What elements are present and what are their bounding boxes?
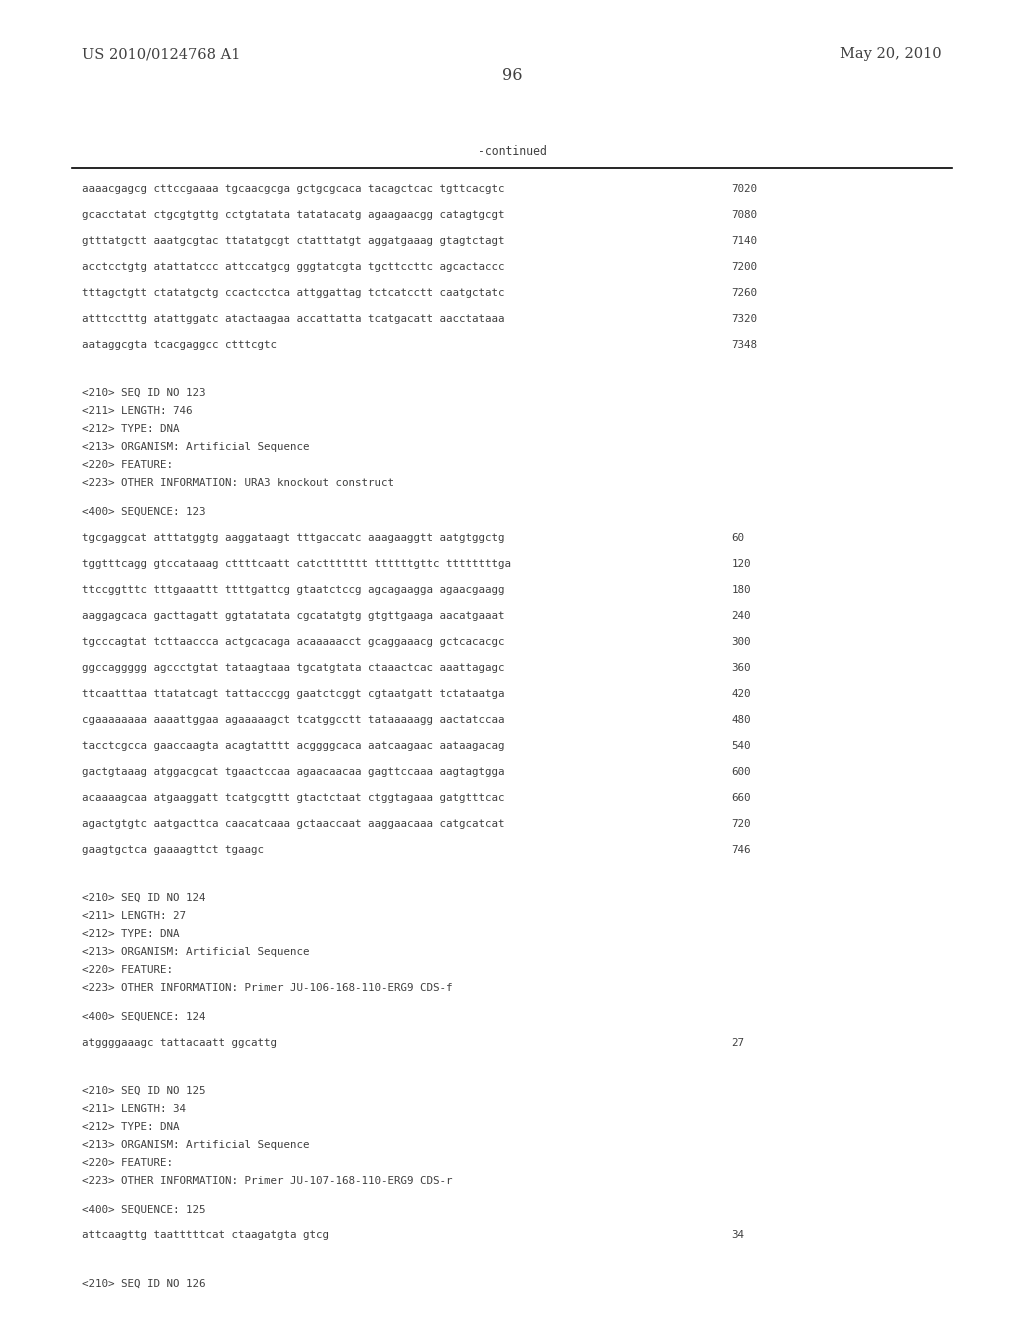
Text: 720: 720	[731, 818, 751, 829]
Text: aaggagcaca gacttagatt ggtatatata cgcatatgtg gtgttgaaga aacatgaaat: aaggagcaca gacttagatt ggtatatata cgcatat…	[82, 611, 505, 620]
Text: tggtttcagg gtccataaag cttttcaatt catcttttttt ttttttgttc ttttttttga: tggtttcagg gtccataaag cttttcaatt catcttt…	[82, 558, 511, 569]
Text: 600: 600	[731, 767, 751, 776]
Text: tttagctgtt ctatatgctg ccactcctca attggattag tctcatcctt caatgctatc: tttagctgtt ctatatgctg ccactcctca attggat…	[82, 288, 505, 298]
Text: 7140: 7140	[731, 236, 758, 246]
Text: cgaaaaaaaa aaaattggaa agaaaaagct tcatggcctt tataaaaagg aactatccaa: cgaaaaaaaa aaaattggaa agaaaaagct tcatggc…	[82, 715, 505, 725]
Text: 7320: 7320	[731, 314, 758, 323]
Text: <212> TYPE: DNA: <212> TYPE: DNA	[82, 1122, 179, 1131]
Text: ttccggtttc tttgaaattt ttttgattcg gtaatctccg agcagaagga agaacgaagg: ttccggtttc tttgaaattt ttttgattcg gtaatct…	[82, 585, 505, 595]
Text: <210> SEQ ID NO 124: <210> SEQ ID NO 124	[82, 892, 206, 903]
Text: 360: 360	[731, 663, 751, 673]
Text: US 2010/0124768 A1: US 2010/0124768 A1	[82, 48, 241, 61]
Text: <211> LENGTH: 34: <211> LENGTH: 34	[82, 1104, 186, 1114]
Text: 746: 746	[731, 845, 751, 855]
Text: attcaagttg taatttttcat ctaagatgta gtcg: attcaagttg taatttttcat ctaagatgta gtcg	[82, 1230, 329, 1241]
Text: gtttatgctt aaatgcgtac ttatatgcgt ctatttatgt aggatgaaag gtagtctagt: gtttatgctt aaatgcgtac ttatatgcgt ctattta…	[82, 236, 505, 246]
Text: ggccaggggg agccctgtat tataagtaaa tgcatgtata ctaaactcac aaattagagc: ggccaggggg agccctgtat tataagtaaa tgcatgt…	[82, 663, 505, 673]
Text: 27: 27	[731, 1038, 744, 1048]
Text: <223> OTHER INFORMATION: URA3 knockout construct: <223> OTHER INFORMATION: URA3 knockout c…	[82, 478, 394, 488]
Text: acaaaagcaa atgaaggatt tcatgcgttt gtactctaat ctggtagaaa gatgtttcac: acaaaagcaa atgaaggatt tcatgcgttt gtactct…	[82, 793, 505, 803]
Text: 180: 180	[731, 585, 751, 595]
Text: acctcctgtg atattatccc attccatgcg gggtatcgta tgcttccttc agcactaccc: acctcctgtg atattatccc attccatgcg gggtatc…	[82, 261, 505, 272]
Text: 60: 60	[731, 533, 744, 543]
Text: aaaacgagcg cttccgaaaa tgcaacgcga gctgcgcaca tacagctcac tgttcacgtc: aaaacgagcg cttccgaaaa tgcaacgcga gctgcgc…	[82, 183, 505, 194]
Text: 420: 420	[731, 689, 751, 698]
Text: <213> ORGANISM: Artificial Sequence: <213> ORGANISM: Artificial Sequence	[82, 946, 309, 957]
Text: 34: 34	[731, 1230, 744, 1241]
Text: 240: 240	[731, 611, 751, 620]
Text: tacctcgcca gaaccaagta acagtatttt acggggcaca aatcaagaac aataagacag: tacctcgcca gaaccaagta acagtatttt acggggc…	[82, 741, 505, 751]
Text: <400> SEQUENCE: 125: <400> SEQUENCE: 125	[82, 1204, 206, 1214]
Text: <212> TYPE: DNA: <212> TYPE: DNA	[82, 929, 179, 939]
Text: atggggaaagc tattacaatt ggcattg: atggggaaagc tattacaatt ggcattg	[82, 1038, 276, 1048]
Text: 300: 300	[731, 636, 751, 647]
Text: 7080: 7080	[731, 210, 758, 220]
Text: gcacctatat ctgcgtgttg cctgtatata tatatacatg agaagaacgg catagtgcgt: gcacctatat ctgcgtgttg cctgtatata tatatac…	[82, 210, 505, 220]
Text: <210> SEQ ID NO 125: <210> SEQ ID NO 125	[82, 1085, 206, 1096]
Text: 96: 96	[502, 67, 522, 84]
Text: 120: 120	[731, 558, 751, 569]
Text: tgcgaggcat atttatggtg aaggataagt tttgaccatc aaagaaggtt aatgtggctg: tgcgaggcat atttatggtg aaggataagt tttgacc…	[82, 533, 505, 543]
Text: 7200: 7200	[731, 261, 758, 272]
Text: May 20, 2010: May 20, 2010	[841, 48, 942, 61]
Text: <220> FEATURE:: <220> FEATURE:	[82, 1158, 173, 1168]
Text: <223> OTHER INFORMATION: Primer JU-106-168-110-ERG9 CDS-f: <223> OTHER INFORMATION: Primer JU-106-1…	[82, 983, 453, 993]
Text: <400> SEQUENCE: 124: <400> SEQUENCE: 124	[82, 1011, 206, 1022]
Text: <213> ORGANISM: Artificial Sequence: <213> ORGANISM: Artificial Sequence	[82, 442, 309, 451]
Text: tgcccagtat tcttaaccca actgcacaga acaaaaacct gcaggaaacg gctcacacgc: tgcccagtat tcttaaccca actgcacaga acaaaaa…	[82, 636, 505, 647]
Text: gactgtaaag atggacgcat tgaactccaa agaacaacaa gagttccaaa aagtagtgga: gactgtaaag atggacgcat tgaactccaa agaacaa…	[82, 767, 505, 776]
Text: <223> OTHER INFORMATION: Primer JU-107-168-110-ERG9 CDS-r: <223> OTHER INFORMATION: Primer JU-107-1…	[82, 1176, 453, 1185]
Text: agactgtgtc aatgacttca caacatcaaa gctaaccaat aaggaacaaa catgcatcat: agactgtgtc aatgacttca caacatcaaa gctaacc…	[82, 818, 505, 829]
Text: 540: 540	[731, 741, 751, 751]
Text: 7020: 7020	[731, 183, 758, 194]
Text: 7348: 7348	[731, 341, 758, 350]
Text: 480: 480	[731, 715, 751, 725]
Text: atttcctttg atattggatc atactaagaa accattatta tcatgacatt aacctataaa: atttcctttg atattggatc atactaagaa accatta…	[82, 314, 505, 323]
Text: <220> FEATURE:: <220> FEATURE:	[82, 965, 173, 974]
Text: <400> SEQUENCE: 123: <400> SEQUENCE: 123	[82, 507, 206, 517]
Text: <210> SEQ ID NO 123: <210> SEQ ID NO 123	[82, 388, 206, 399]
Text: <220> FEATURE:: <220> FEATURE:	[82, 459, 173, 470]
Text: <211> LENGTH: 27: <211> LENGTH: 27	[82, 911, 186, 921]
Text: ttcaatttaa ttatatcagt tattacccgg gaatctcggt cgtaatgatt tctataatga: ttcaatttaa ttatatcagt tattacccgg gaatctc…	[82, 689, 505, 698]
Text: <210> SEQ ID NO 126: <210> SEQ ID NO 126	[82, 1278, 206, 1288]
Text: gaagtgctca gaaaagttct tgaagc: gaagtgctca gaaaagttct tgaagc	[82, 845, 264, 855]
Text: <212> TYPE: DNA: <212> TYPE: DNA	[82, 424, 179, 434]
Text: <211> LENGTH: 746: <211> LENGTH: 746	[82, 407, 193, 416]
Text: 7260: 7260	[731, 288, 758, 298]
Text: -continued: -continued	[477, 145, 547, 158]
Text: 660: 660	[731, 793, 751, 803]
Text: aataggcgta tcacgaggcc ctttcgtc: aataggcgta tcacgaggcc ctttcgtc	[82, 341, 276, 350]
Text: <213> ORGANISM: Artificial Sequence: <213> ORGANISM: Artificial Sequence	[82, 1139, 309, 1150]
